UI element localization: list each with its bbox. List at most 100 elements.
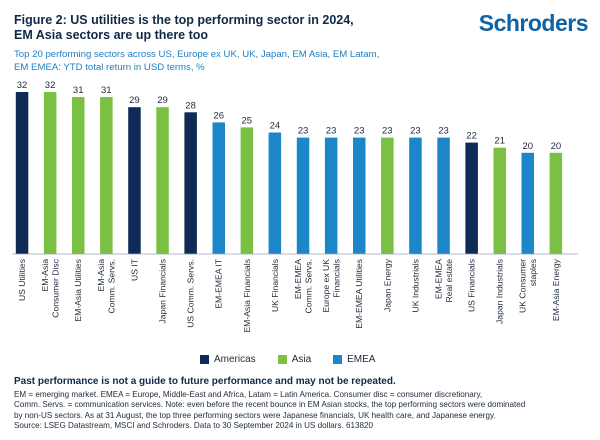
category-label-11: EM-EMEA Comm. Servs.: [293, 259, 314, 314]
category-label-8: EM-EMEA IT: [214, 258, 224, 308]
category-label-16-line-2: Real estate: [444, 259, 454, 303]
category-label-6: Japan Financials: [158, 259, 168, 324]
data-label-5: 29: [129, 95, 140, 106]
legend-swatch-asia: [277, 355, 287, 364]
bar-15: [409, 137, 422, 254]
data-label-8: 26: [213, 110, 224, 121]
category-label-7-line-1: US Comm. Servs.: [186, 259, 196, 328]
data-label-10: 24: [270, 121, 281, 132]
category-label-4-line-1: EM-Asia: [96, 259, 106, 292]
bar-13: [353, 137, 366, 254]
category-label-15-line-1: UK Industrials: [410, 259, 420, 313]
data-label-13: 23: [354, 126, 365, 137]
bar-6: [156, 107, 169, 254]
category-label-11-line-1: EM-EMEA: [293, 259, 303, 299]
bar-7: [184, 112, 197, 255]
bar-4: [100, 97, 113, 254]
category-label-13-line-1: EM-EMEA Utilities: [354, 259, 364, 329]
data-label-15: 23: [410, 126, 421, 137]
legend-item-americas: Americas: [200, 354, 256, 365]
legend-swatch-emea: [333, 355, 343, 364]
category-label-2: EM-Asia Consumer Disc: [40, 258, 61, 317]
data-label-9: 25: [242, 115, 253, 126]
category-label-1: US Utilities: [17, 259, 27, 301]
category-label-6-line-1: Japan Financials: [158, 259, 168, 324]
footnote-line-2: Comm. Servs. = communication services. N…: [14, 400, 526, 410]
category-label-16: EM-EMEA Real estate: [433, 259, 454, 303]
category-label-5-line-1: US IT: [129, 258, 139, 281]
category-label-1-line-1: US Utilities: [17, 259, 27, 301]
data-label-16: 23: [438, 126, 449, 137]
category-label-12: Europe ex UK Financials: [321, 259, 342, 313]
category-label-18: Japan Industrials: [495, 259, 505, 324]
schroders-logo: Schroders: [478, 10, 589, 36]
bar-1: [15, 92, 29, 254]
disclaimer: Past performance is not a guide to futur…: [14, 376, 396, 387]
chart-subtitle: Top 20 performing sectors across US, Eur…: [14, 48, 454, 74]
data-label-3: 31: [73, 85, 84, 96]
category-label-9-line-1: EM-Asia Financials: [242, 259, 252, 333]
data-label-6: 29: [157, 95, 168, 106]
chart-subtitle-line-2: EM EMEA: YTD total return in USD terms, …: [14, 62, 205, 73]
bar-19: [521, 152, 534, 255]
category-label-7: US Comm. Servs.: [186, 259, 196, 328]
bar-14: [381, 137, 394, 254]
category-label-3: EM-Asia Utilities: [73, 259, 83, 322]
data-label-20: 20: [551, 141, 562, 152]
category-label-12-line-2: Financials: [331, 259, 341, 298]
chart-title-line-2: EM Asia sectors are up there too: [14, 28, 209, 42]
category-label-2-line-2: Consumer Disc: [50, 258, 60, 317]
category-label-11-line-2: Comm. Servs.: [303, 259, 313, 313]
data-label-14: 23: [382, 126, 393, 137]
legend-label-asia: Asia: [291, 354, 312, 365]
bar-8: [212, 122, 225, 255]
category-label-4: EM-Asia Comm. Servs.: [96, 259, 117, 314]
category-label-17-line-1: US Financials: [467, 259, 477, 312]
category-label-9: EM-Asia Financials: [242, 259, 252, 333]
category-label-15: UK Industrials: [410, 259, 420, 313]
category-label-3-line-1: EM-Asia Utilities: [73, 259, 83, 322]
chart-footer: Past performance is not a guide to futur…: [14, 376, 589, 432]
legend-item-emea: EMEA: [333, 354, 375, 365]
category-label-16-line-1: EM-EMEA: [433, 259, 443, 299]
data-label-11: 23: [298, 126, 309, 137]
chart-title-line-1: Figure 2: US utilities is the top perfor…: [14, 13, 354, 27]
data-label-12: 23: [326, 126, 337, 137]
legend-label-emea: EMEA: [347, 354, 376, 365]
category-label-18-line-1: Japan Industrials: [495, 259, 505, 324]
legend-label-americas: Americas: [214, 354, 256, 365]
data-label-18: 21: [494, 136, 505, 147]
bar-5: [128, 107, 141, 254]
data-label-4: 31: [101, 85, 112, 96]
bar-17: [465, 142, 478, 254]
category-label-2-line-1: EM-Asia: [40, 259, 50, 292]
bar-3: [72, 97, 85, 254]
chart-legend: Americas Asia EMEA: [200, 354, 397, 365]
category-label-20-line-1: EM-Asia Energy: [551, 258, 561, 321]
data-label-17: 22: [466, 131, 477, 142]
category-label-12-line-1: Europe ex UK: [321, 259, 331, 313]
legend-swatch-americas: [200, 355, 209, 364]
footnote-line-3: by non-US sectors. As at 31 August, the …: [14, 410, 496, 420]
category-label-5: US IT: [129, 258, 139, 281]
category-label-19-line-1: UK Consumer: [518, 259, 528, 313]
category-label-17: US Financials: [467, 259, 477, 312]
category-label-4-line-2: Comm. Servs.: [107, 259, 117, 313]
data-label-2: 32: [45, 80, 56, 91]
bar-18: [493, 147, 506, 254]
bar-12: [324, 137, 338, 254]
data-label-1: 32: [17, 80, 28, 91]
bar-2: [43, 92, 57, 254]
bar-9: [240, 127, 254, 254]
bar-16: [437, 137, 450, 254]
category-label-19-line-2: staples: [528, 259, 538, 286]
legend-item-asia: Asia: [277, 354, 312, 365]
category-label-14-line-1: Japan Energy: [382, 258, 392, 312]
footnote-line-1: EM = emerging market. EMEA = Europe, Mid…: [14, 389, 483, 399]
category-label-19: UK Consumer staples: [518, 259, 539, 313]
chart-title: Figure 2: US utilities is the top perfor…: [14, 13, 434, 43]
category-label-14: Japan Energy: [382, 258, 392, 312]
source-note: Source: LSEG Datastream, MSCI and Schrod…: [14, 421, 374, 431]
bar-20: [549, 152, 563, 255]
chart-subtitle-line-1: Top 20 performing sectors across US, Eur…: [14, 49, 380, 60]
